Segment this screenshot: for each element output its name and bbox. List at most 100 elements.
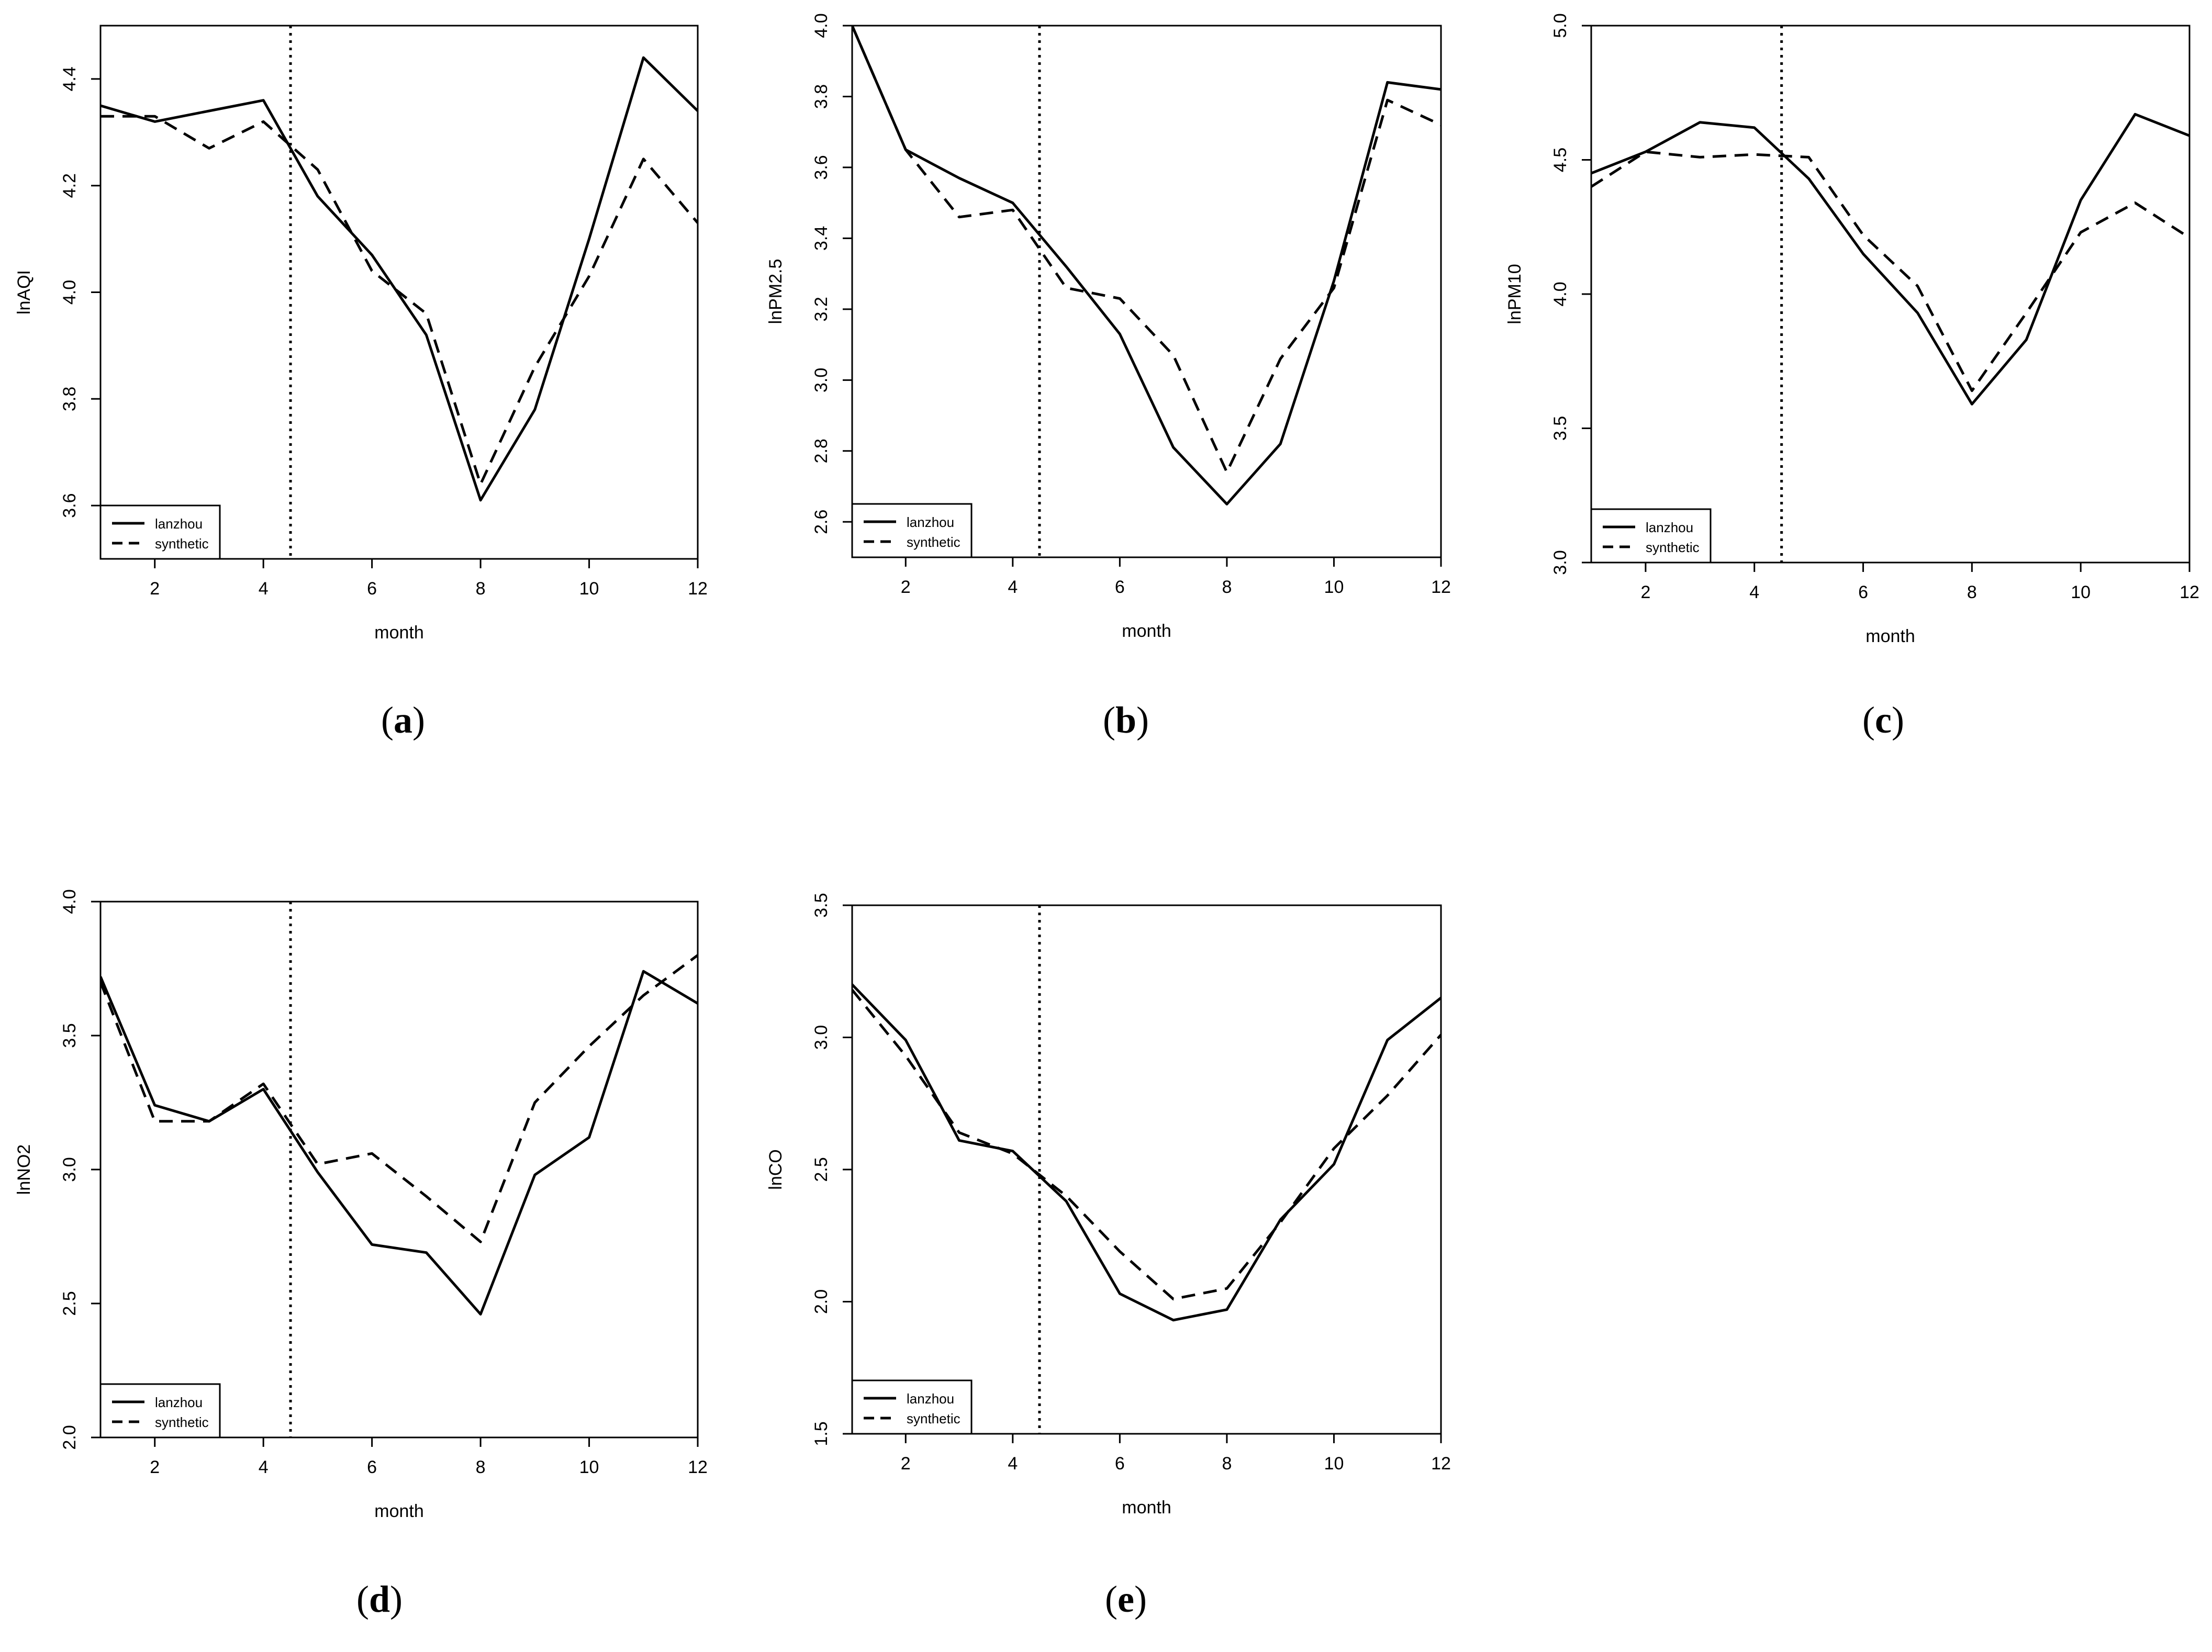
series-line-lanzhou <box>100 56 698 502</box>
series-line-synthetic <box>852 26 1441 474</box>
y-axis-label: lnPM2.5 <box>766 259 786 324</box>
series-line-lanzhou <box>1591 113 2189 406</box>
x-axis-label: month <box>374 623 424 643</box>
x-tick-label: 4 <box>1008 1454 1018 1474</box>
y-tick-label: 1.5 <box>811 1421 831 1446</box>
x-tick-label: 6 <box>1115 577 1125 597</box>
x-tick-label: 6 <box>367 1457 377 1477</box>
panel-c: 2 4 6 8 10 12 3.0 3.5 4.0 4.5 5.0 month lnPM10 lanzho… <box>1505 13 2199 741</box>
x-axis-label: month <box>374 1501 424 1521</box>
legend-label-lanzhou: lanzhou <box>155 516 203 532</box>
y-tick-label: 3.0 <box>60 1157 80 1182</box>
x-tick-label: 10 <box>1324 1454 1344 1474</box>
series-line-lanzhou <box>852 983 1441 1322</box>
x-tick-label: 8 <box>1222 577 1232 597</box>
x-tick-label: 4 <box>1749 582 1759 602</box>
y-axis-label: lnAQI <box>14 270 34 314</box>
y-tick-label: 4.4 <box>60 66 80 91</box>
legend: lanzhou synthetic <box>851 1379 973 1435</box>
legend-box <box>851 1379 973 1435</box>
x-tick-label: 12 <box>2180 582 2199 602</box>
series-line-lanzhou <box>100 970 698 1316</box>
legend: lanzhou synthetic <box>851 503 973 558</box>
x-tick-label: 2 <box>1640 582 1650 602</box>
x-tick-label: 10 <box>579 1457 599 1477</box>
legend-box <box>851 503 973 558</box>
x-tick-label: 2 <box>150 579 160 599</box>
legend-box <box>99 1383 221 1439</box>
x-tick-label: 8 <box>1967 582 1977 602</box>
series-line-synthetic <box>852 989 1441 1300</box>
y-tick-label: 4.2 <box>60 173 80 198</box>
y-tick-label: 2.5 <box>811 1157 831 1182</box>
x-tick-label: 10 <box>2071 582 2091 602</box>
y-tick-label: 3.8 <box>811 84 831 109</box>
x-tick-label: 6 <box>1858 582 1868 602</box>
panel-a: 2 4 6 8 10 12 3.6 3.8 4.0 4.2 4.4 month lnAQI lanzhou… <box>14 25 708 741</box>
x-tick-label: 8 <box>476 1457 486 1477</box>
plot-frame <box>851 25 1442 558</box>
legend-label-synthetic: synthetic <box>907 1411 960 1426</box>
y-tick-label: 3.8 <box>60 387 80 411</box>
legend-label-lanzhou: lanzhou <box>155 1395 203 1410</box>
x-tick-label: 4 <box>259 1457 269 1477</box>
panel-label: (a) <box>381 699 425 741</box>
x-tick-label: 10 <box>579 579 599 599</box>
series-line-synthetic <box>100 115 698 486</box>
series-line-synthetic <box>100 954 698 1243</box>
x-tick-label: 12 <box>1431 577 1451 597</box>
legend-label-lanzhou: lanzhou <box>907 1391 954 1407</box>
y-axis-label: lnPM10 <box>1505 264 1525 324</box>
x-tick-label: 10 <box>1324 577 1344 597</box>
series-line-lanzhou <box>852 26 1441 505</box>
panel-label: (e) <box>1105 1578 1147 1620</box>
y-tick-label: 3.6 <box>811 155 831 179</box>
x-axis-label: month <box>1865 626 1915 646</box>
y-tick-label: 4.0 <box>811 13 831 38</box>
legend-label-synthetic: synthetic <box>155 1414 209 1430</box>
y-tick-label: 3.0 <box>1550 550 1570 575</box>
y-tick-label: 2.5 <box>60 1291 80 1316</box>
legend-label-synthetic: synthetic <box>1646 540 1700 555</box>
legend: lanzhou synthetic <box>99 1383 221 1439</box>
legend: lanzhou synthetic <box>99 504 221 560</box>
x-tick-label: 12 <box>688 579 708 599</box>
y-tick-label: 2.6 <box>811 510 831 534</box>
x-tick-label: 4 <box>1008 577 1018 597</box>
x-tick-label: 8 <box>1222 1454 1232 1474</box>
x-tick-label: 4 <box>259 579 269 599</box>
y-tick-label: 3.2 <box>811 297 831 321</box>
y-tick-label: 3.0 <box>811 1025 831 1050</box>
y-tick-label: 3.5 <box>811 893 831 917</box>
x-tick-label: 8 <box>476 579 486 599</box>
plot-frame <box>851 904 1442 1435</box>
y-tick-label: 2.0 <box>811 1289 831 1314</box>
legend: lanzhou synthetic <box>1590 508 1712 564</box>
y-tick-label: 4.0 <box>60 889 80 914</box>
x-tick-label: 12 <box>688 1457 708 1477</box>
legend-label-lanzhou: lanzhou <box>907 514 954 530</box>
y-tick-label: 4.0 <box>60 280 80 305</box>
panel-label: (b) <box>1103 699 1149 741</box>
plot-frame <box>99 901 699 1439</box>
x-tick-label: 2 <box>901 577 911 597</box>
legend-label-synthetic: synthetic <box>155 536 209 552</box>
y-tick-label: 3.5 <box>60 1023 80 1048</box>
y-tick-label: 3.5 <box>1550 416 1570 441</box>
y-tick-label: 2.8 <box>811 439 831 463</box>
y-tick-label: 4.0 <box>1550 282 1570 306</box>
y-tick-label: 5.0 <box>1550 13 1570 38</box>
y-tick-label: 4.5 <box>1550 148 1570 172</box>
legend-label-synthetic: synthetic <box>907 534 960 550</box>
x-axis-label: month <box>1122 621 1171 641</box>
y-tick-label: 3.6 <box>60 493 80 518</box>
x-tick-label: 6 <box>1115 1454 1125 1474</box>
y-axis-label: lnCO <box>766 1149 786 1189</box>
y-tick-label: 3.4 <box>811 226 831 251</box>
panel-b: 2 4 6 8 10 12 2.6 2.8 3.0 3.2 3.4 3.6 3.8 4.0 month lnP… <box>766 13 1451 741</box>
x-tick-label: 2 <box>150 1457 160 1477</box>
legend-box <box>99 504 221 560</box>
y-tick-label: 2.0 <box>60 1425 80 1449</box>
panel-label: (d) <box>356 1578 403 1620</box>
